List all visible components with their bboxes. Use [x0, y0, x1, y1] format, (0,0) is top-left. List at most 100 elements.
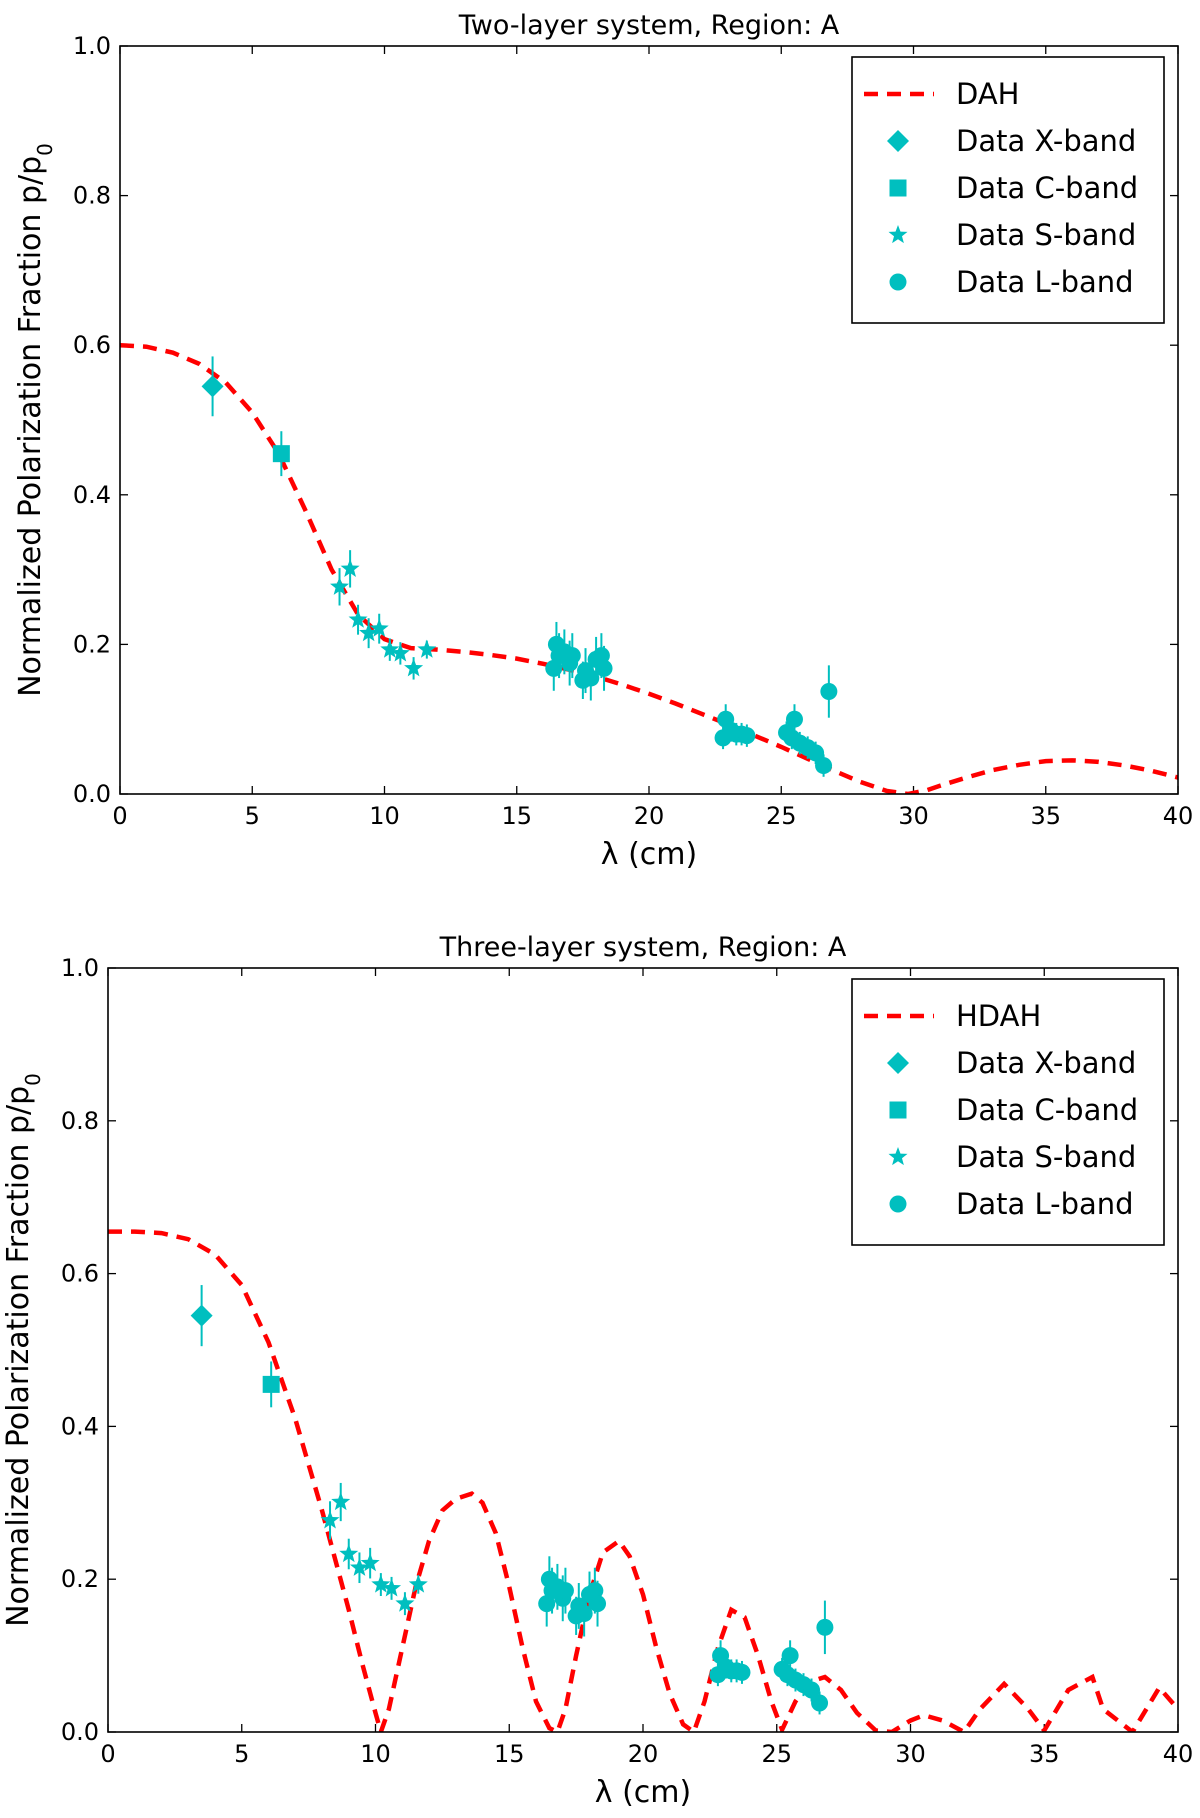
data-point-star [359, 623, 379, 642]
model-curve [108, 1229, 1178, 1732]
x-tick-label: 35 [1029, 1740, 1060, 1768]
x-axis-label: λ (cm) [601, 837, 697, 872]
legend-marker-circle [889, 1195, 907, 1213]
plot-area [120, 342, 1178, 794]
data-point-circle [592, 647, 610, 665]
y-tick-label: 1.0 [73, 32, 111, 60]
data-point-circle [575, 1605, 593, 1623]
legend-label: Data C-band [956, 171, 1138, 205]
x-tick-label: 0 [112, 802, 127, 830]
legend-marker-square [889, 1101, 907, 1119]
x-tick-label: 20 [628, 1740, 659, 1768]
plot-frame [119, 45, 1179, 795]
x-tick-label: 10 [369, 802, 400, 830]
data-point-star [340, 558, 360, 577]
y-tick-label: 0.4 [73, 481, 111, 509]
y-axis-label-subscript: 0 [21, 1073, 45, 1086]
legend-label: Data X-band [956, 1046, 1136, 1080]
data-point-star [330, 576, 350, 595]
data-point-circle [582, 669, 600, 687]
legend-label: Data S-band [956, 1140, 1136, 1174]
data-point-circle [803, 1681, 821, 1699]
data-point-star [369, 618, 389, 637]
data-point-star [395, 1593, 415, 1612]
y-tick-label: 0.0 [73, 780, 111, 808]
data-point-diamond [201, 375, 224, 398]
data-point-star [339, 1543, 359, 1563]
data-point-circle [586, 1582, 604, 1600]
legend: HDAH Data X-band Data C-band Data S-band Dat… [851, 978, 1165, 1246]
data-point-star [404, 658, 424, 677]
data-point-star [360, 1553, 380, 1572]
y-tick-label: 1.0 [61, 954, 99, 982]
data-point-star [382, 1578, 402, 1597]
y-axis-label: Normalized Polarization Fraction p/p0 [1, 1073, 45, 1627]
data-point-circle [595, 659, 613, 677]
data-point-circle [545, 659, 563, 677]
data-point-square [272, 445, 290, 463]
y-axis-label-main: Normalized Polarization Fraction p/p [1, 1086, 36, 1627]
y-tick-label: 0.8 [61, 1107, 99, 1135]
data-point-star [390, 643, 410, 662]
y-tick-label: 0.6 [61, 1260, 99, 1288]
data-point-star [408, 1574, 428, 1593]
legend-marker-diamond [887, 130, 909, 152]
x-tick-label: 40 [1163, 802, 1194, 830]
data-point-circle [820, 683, 838, 701]
data-point-star [417, 639, 437, 658]
y-axis-label: Normalized Polarization Fraction p/p0 [13, 143, 57, 697]
y-tick-label: 0.0 [61, 1718, 99, 1746]
legend: DAH Data X-band Data C-band Data S-band Data… [851, 56, 1165, 324]
legend-marker-circle [889, 273, 907, 291]
y-axis-label-main: Normalized Polarization Fraction p/p [13, 156, 48, 697]
data-point-star [320, 1510, 340, 1529]
data-point-circle [781, 1647, 799, 1665]
data-point-star [331, 1492, 351, 1511]
data-point-diamond [190, 1304, 213, 1327]
data-point-star [349, 1557, 369, 1576]
plot-area [108, 1229, 1178, 1732]
y-tick-label: 0.4 [61, 1412, 99, 1440]
data-point-circle [538, 1595, 556, 1613]
legend-label: Data C-band [956, 1093, 1138, 1127]
x-tick-label: 25 [761, 1740, 792, 1768]
x-tick-label: 15 [501, 802, 532, 830]
legend-marker-diamond [887, 1052, 909, 1074]
x-axis-label: λ (cm) [595, 1775, 691, 1810]
x-tick-label: 40 [1163, 1740, 1194, 1768]
data-point-circle [556, 1582, 574, 1600]
data-point-star [371, 1574, 391, 1593]
x-tick-label: 5 [245, 802, 260, 830]
data-point-square [262, 1375, 280, 1393]
x-tick-label: 15 [494, 1740, 525, 1768]
data-point-circle [816, 1618, 834, 1636]
model-curve [120, 342, 1178, 794]
x-tick-label: 0 [100, 1740, 115, 1768]
legend-label: Data S-band [956, 218, 1136, 252]
two-layer-chart: Two-layer system, Region: A 0 5 10 15 20 25 30 3… [13, 10, 1193, 872]
data-point-circle [811, 1694, 829, 1712]
y-tick-label: 0.2 [61, 1565, 99, 1593]
legend-label: Data X-band [956, 124, 1136, 158]
x-tick-label: 30 [898, 802, 929, 830]
data-point-circle [563, 647, 581, 665]
y-axis-label-subscript: 0 [33, 143, 57, 156]
legend-label: DAH [956, 77, 1019, 111]
three-layer-chart: Three-layer system, Region: A 0 5 10 15 20 25 3… [1, 932, 1193, 1810]
x-tick-label: 5 [234, 1740, 249, 1768]
x-tick-label: 30 [895, 1740, 926, 1768]
data-point-circle [589, 1595, 607, 1613]
data-point-circle [807, 744, 825, 762]
legend-marker-square [889, 179, 907, 197]
data-point-star [348, 609, 368, 628]
data-point-circle [785, 710, 803, 728]
y-tick-label: 0.8 [73, 182, 111, 210]
data-point-circle [738, 727, 756, 745]
y-tick-label: 0.6 [73, 331, 111, 359]
data-point-circle [733, 1663, 751, 1681]
x-tick-label: 35 [1030, 802, 1061, 830]
legend-label: Data L-band [956, 265, 1134, 299]
x-tick-label: 20 [634, 802, 665, 830]
y-tick-label: 0.2 [73, 630, 111, 658]
